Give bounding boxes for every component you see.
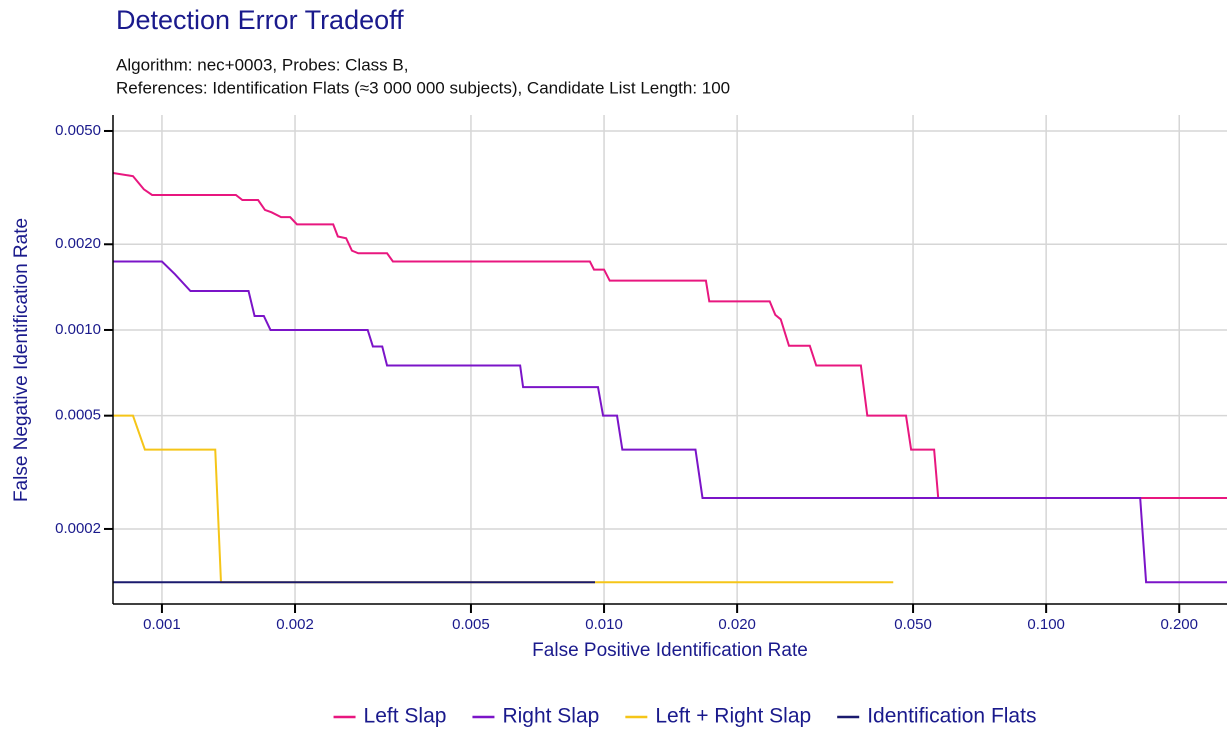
subtitle: Algorithm: nec+0003, Probes: Class B, [116, 55, 408, 74]
x-tick-label: 0.020 [718, 616, 756, 633]
legend-item: Left Slap [333, 705, 447, 728]
x-tick-label: 0.050 [894, 616, 932, 633]
x-tick-label: 0.100 [1027, 616, 1065, 633]
legend-label: Right Slap [502, 705, 599, 728]
chart-title: Detection Error Tradeoff [116, 5, 404, 35]
legend-item: Left + Right Slap [625, 705, 811, 728]
legend-item: Right Slap [472, 705, 599, 728]
legend-label: Left Slap [364, 705, 447, 728]
y-axis-label: False Negative Identification Rate [11, 218, 32, 502]
legend-label: Identification Flats [867, 705, 1036, 728]
y-tick-label: 0.0005 [55, 407, 101, 424]
y-tick-label: 0.0010 [55, 321, 101, 338]
x-tick-label: 0.200 [1160, 616, 1198, 633]
legend: Left Slap Right Slap Left + Right Slap Iden… [333, 705, 1036, 728]
x-axis-label: False Positive Identification Rate [532, 640, 808, 661]
x-tick-label: 0.010 [585, 616, 623, 633]
series-line [112, 171, 1227, 499]
legend-label: Left + Right Slap [655, 705, 811, 728]
x-tick-label: 0.002 [276, 616, 314, 633]
legend-item: Identification Flats [837, 705, 1036, 728]
grid [113, 115, 1227, 604]
series-line [113, 260, 1227, 584]
y-tick-label: 0.0020 [55, 235, 101, 252]
x-tick-label: 0.001 [143, 616, 181, 633]
axes: 0.001 0.002 0.005 0.010 0.020 0.050 0.100 0.200… [55, 115, 1227, 633]
y-tick-label: 0.0002 [55, 520, 101, 537]
y-tick-label: 0.0050 [55, 122, 101, 139]
x-tick-label: 0.005 [452, 616, 490, 633]
plot-lines [112, 171, 1227, 584]
subtitle: References: Identification Flats (≈3 000… [116, 78, 730, 97]
